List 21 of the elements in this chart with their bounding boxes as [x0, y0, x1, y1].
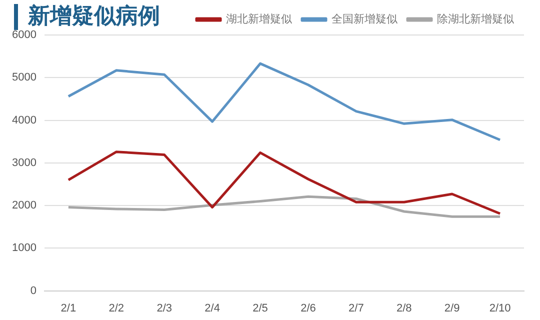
x-tick-label: 2/5 — [252, 302, 268, 314]
y-tick-label: 6000 — [12, 29, 36, 42]
y-tick-label: 4000 — [12, 114, 36, 126]
x-tick-label: 2/8 — [396, 302, 412, 314]
y-tick-label: 1000 — [12, 242, 36, 254]
x-tick-label: 2/3 — [156, 302, 172, 314]
legend-label: 全国新增疑似 — [332, 12, 398, 26]
chart-title: 新增疑似病例 — [14, 4, 160, 30]
y-tick-label: 2000 — [12, 200, 36, 212]
legend-label: 除湖北新增疑似 — [437, 12, 514, 26]
y-tick-label: 0 — [30, 284, 36, 297]
legend-label: 湖北新增疑似 — [226, 12, 292, 26]
x-tick-label: 2/10 — [489, 302, 511, 314]
x-tick-label: 2/4 — [204, 302, 220, 314]
x-tick-label: 2/6 — [300, 302, 316, 314]
x-tick-label: 2/1 — [60, 302, 76, 314]
y-tick-label: 5000 — [12, 72, 36, 84]
y-tick-label: 3000 — [12, 156, 36, 169]
x-tick-label: 2/7 — [348, 302, 364, 314]
x-tick-label: 2/9 — [444, 302, 460, 314]
x-tick-label: 2/2 — [108, 302, 124, 314]
